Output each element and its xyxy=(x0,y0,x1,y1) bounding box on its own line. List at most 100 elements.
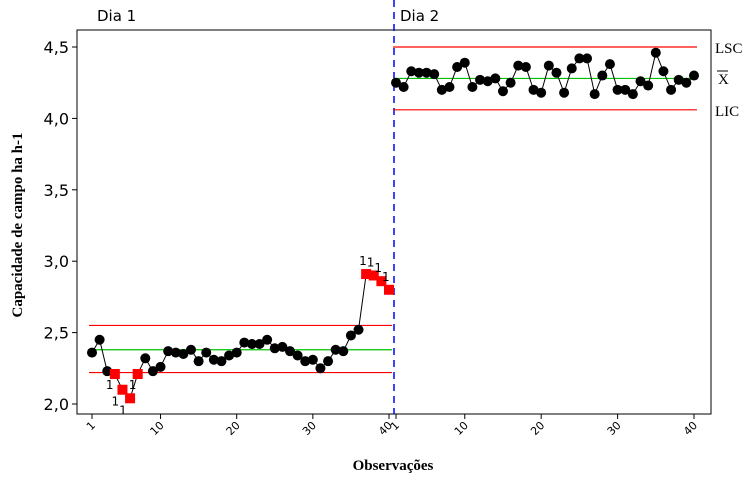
out-of-control-flag: 1 xyxy=(119,403,127,417)
data-point xyxy=(292,350,303,361)
data-point xyxy=(551,67,562,78)
series-line-stage-1 xyxy=(91,273,390,400)
data-point xyxy=(140,353,151,364)
data-point xyxy=(193,356,204,367)
x-tick-label: 10 xyxy=(452,419,471,438)
out-of-control-point xyxy=(361,269,372,280)
data-point xyxy=(208,354,219,365)
data-point xyxy=(658,66,669,77)
data-point xyxy=(102,366,113,377)
data-point xyxy=(497,86,508,97)
data-point xyxy=(620,84,631,95)
out-of-control-point xyxy=(109,369,120,380)
x-tick-label: 10 xyxy=(148,419,167,438)
lic-label: LIC xyxy=(715,104,739,120)
data-point xyxy=(559,87,570,98)
y-axis-title: Capacidade de campo ha h-1 xyxy=(10,132,26,317)
x-tick-label: 40 xyxy=(681,419,700,438)
out-of-control-flag: 1 xyxy=(129,378,137,392)
stage-label-dia-1: Dia 1 xyxy=(97,7,136,25)
data-point xyxy=(147,366,158,377)
data-point xyxy=(475,74,486,85)
data-point xyxy=(627,89,638,100)
data-point xyxy=(421,67,432,78)
y-tick-label: 3,0 xyxy=(44,252,69,271)
data-point xyxy=(285,346,295,357)
data-point xyxy=(307,354,318,365)
data-point xyxy=(345,330,356,341)
x-tick-label: 30 xyxy=(300,419,319,438)
data-point xyxy=(224,350,235,361)
data-point xyxy=(216,356,227,367)
data-point xyxy=(239,337,250,348)
out-of-control-flag: 1 xyxy=(111,395,119,409)
x-tick-label: 1 xyxy=(84,419,98,433)
data-point xyxy=(163,346,174,357)
data-point xyxy=(643,80,654,91)
out-of-control-flag: 1 xyxy=(359,254,367,268)
data-point xyxy=(482,76,493,87)
x-tick-label: 30 xyxy=(605,419,624,438)
data-point xyxy=(277,341,288,352)
data-point xyxy=(170,347,181,358)
y-tick-label: 4,5 xyxy=(44,38,69,57)
out-of-control-flag: 1 xyxy=(106,378,114,392)
x-axis-title: Observações xyxy=(353,458,434,474)
data-point xyxy=(186,344,196,355)
data-point xyxy=(528,84,539,95)
data-point xyxy=(246,339,257,350)
y-tick-label: 2,0 xyxy=(44,395,69,414)
stage-label-dia-2: Dia 2 xyxy=(400,7,439,25)
out-of-control-point xyxy=(384,284,394,295)
data-point xyxy=(406,66,417,77)
lsc-label: LSC xyxy=(715,41,743,57)
data-point xyxy=(604,59,615,70)
out-of-control-point xyxy=(117,384,128,395)
out-of-control-point xyxy=(368,270,379,281)
x-tick-label: 20 xyxy=(224,419,243,438)
data-point xyxy=(444,81,455,92)
data-point xyxy=(597,70,608,81)
data-point xyxy=(635,76,646,87)
data-point xyxy=(452,61,463,72)
data-point xyxy=(459,57,470,68)
data-point xyxy=(666,84,677,95)
data-point xyxy=(269,343,280,354)
data-point xyxy=(323,356,334,367)
data-point xyxy=(300,356,311,367)
data-point xyxy=(589,89,600,100)
data-point xyxy=(398,81,409,92)
data-point xyxy=(315,363,326,374)
data-point xyxy=(574,53,585,64)
data-point xyxy=(436,84,447,95)
out-of-control-point xyxy=(376,276,387,287)
data-point xyxy=(262,334,273,345)
data-point xyxy=(254,339,265,350)
data-point xyxy=(201,347,212,358)
out-of-control-flag: 1 xyxy=(382,270,390,284)
out-of-control-point xyxy=(125,393,136,404)
data-point xyxy=(566,63,577,74)
data-point xyxy=(353,324,364,335)
out-of-control-point xyxy=(132,369,143,380)
y-tick-label: 2,5 xyxy=(44,324,69,343)
mean-label: X xyxy=(718,72,729,88)
data-point xyxy=(338,346,349,357)
data-point xyxy=(650,47,661,58)
data-point xyxy=(612,84,623,95)
data-point xyxy=(178,349,189,360)
data-point xyxy=(231,347,242,358)
data-point xyxy=(413,67,424,78)
data-point xyxy=(330,344,341,355)
data-point xyxy=(582,53,593,64)
x-tick-label: 20 xyxy=(528,419,547,438)
data-point xyxy=(467,81,478,92)
data-point xyxy=(689,70,699,81)
data-point xyxy=(543,60,554,71)
data-point xyxy=(673,74,684,85)
y-tick-label: 4,0 xyxy=(44,109,69,128)
data-point xyxy=(520,61,531,72)
data-point xyxy=(155,361,166,372)
out-of-control-flag: 1 xyxy=(374,261,382,275)
